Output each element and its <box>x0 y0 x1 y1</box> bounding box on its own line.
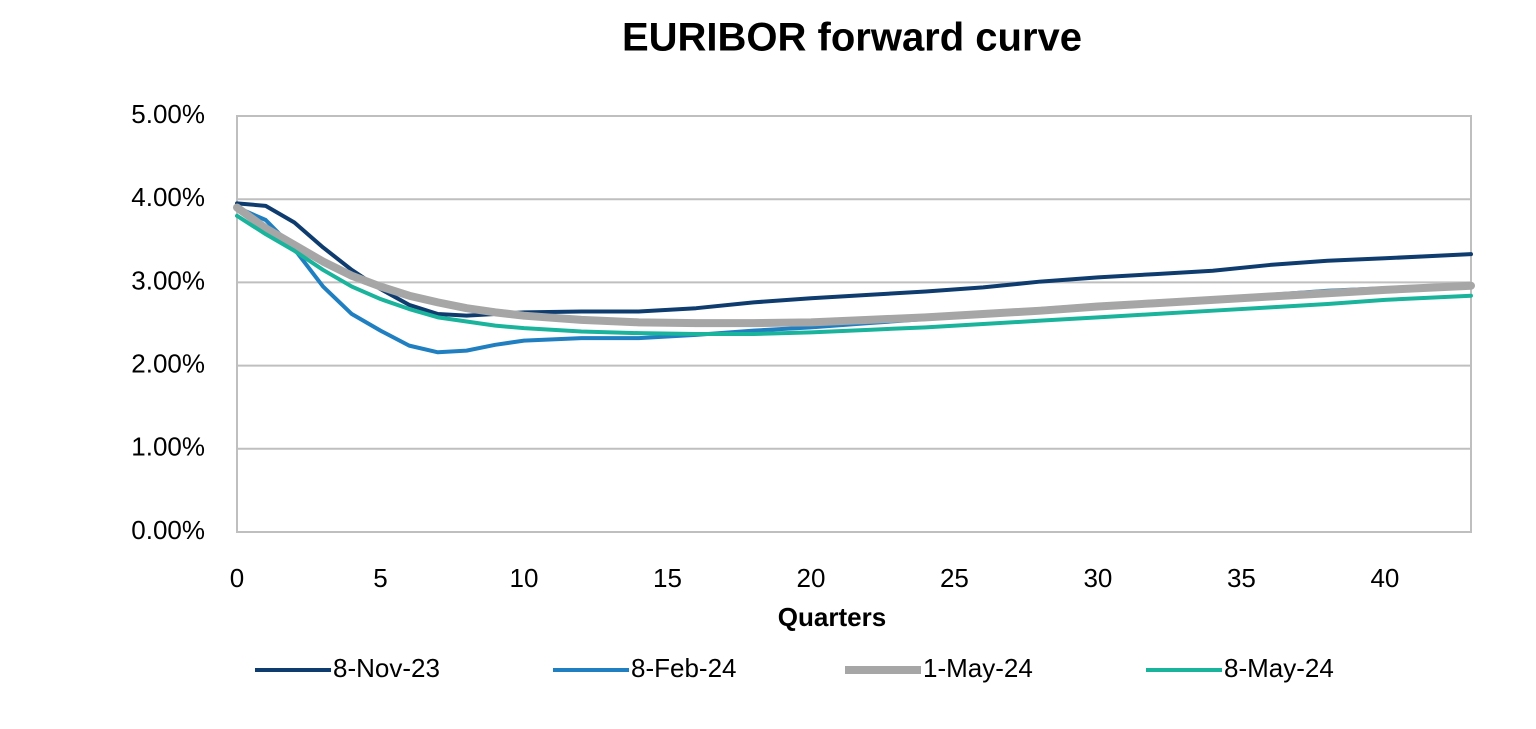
y-tick-label: 0.00% <box>131 515 205 545</box>
x-tick-label: 15 <box>653 563 682 593</box>
chart-title: EURIBOR forward curve <box>622 16 1082 60</box>
legend-label: 8-May-24 <box>1224 653 1334 683</box>
legend-label: 8-Nov-23 <box>333 653 440 683</box>
x-tick-label: 40 <box>1370 563 1399 593</box>
y-tick-label: 1.00% <box>131 432 205 462</box>
y-tick-label: 4.00% <box>131 182 205 212</box>
x-tick-label: 35 <box>1227 563 1256 593</box>
series-line <box>233 203 1475 328</box>
x-tick-label: 20 <box>796 563 825 593</box>
y-tick-label: 2.00% <box>131 348 205 378</box>
series-line <box>235 213 1473 336</box>
x-tick-label: 10 <box>510 563 539 593</box>
x-axis-label: Quarters <box>778 602 886 632</box>
x-tick-label: 0 <box>230 563 244 593</box>
x-tick-label: 30 <box>1083 563 1112 593</box>
legend-label: 1-May-24 <box>923 653 1033 683</box>
y-tick-label: 3.00% <box>131 265 205 295</box>
legend-label: 8-Feb-24 <box>631 653 737 683</box>
y-tick-label: 5.00% <box>131 99 205 129</box>
x-tick-label: 25 <box>940 563 969 593</box>
x-tick-label: 5 <box>373 563 387 593</box>
